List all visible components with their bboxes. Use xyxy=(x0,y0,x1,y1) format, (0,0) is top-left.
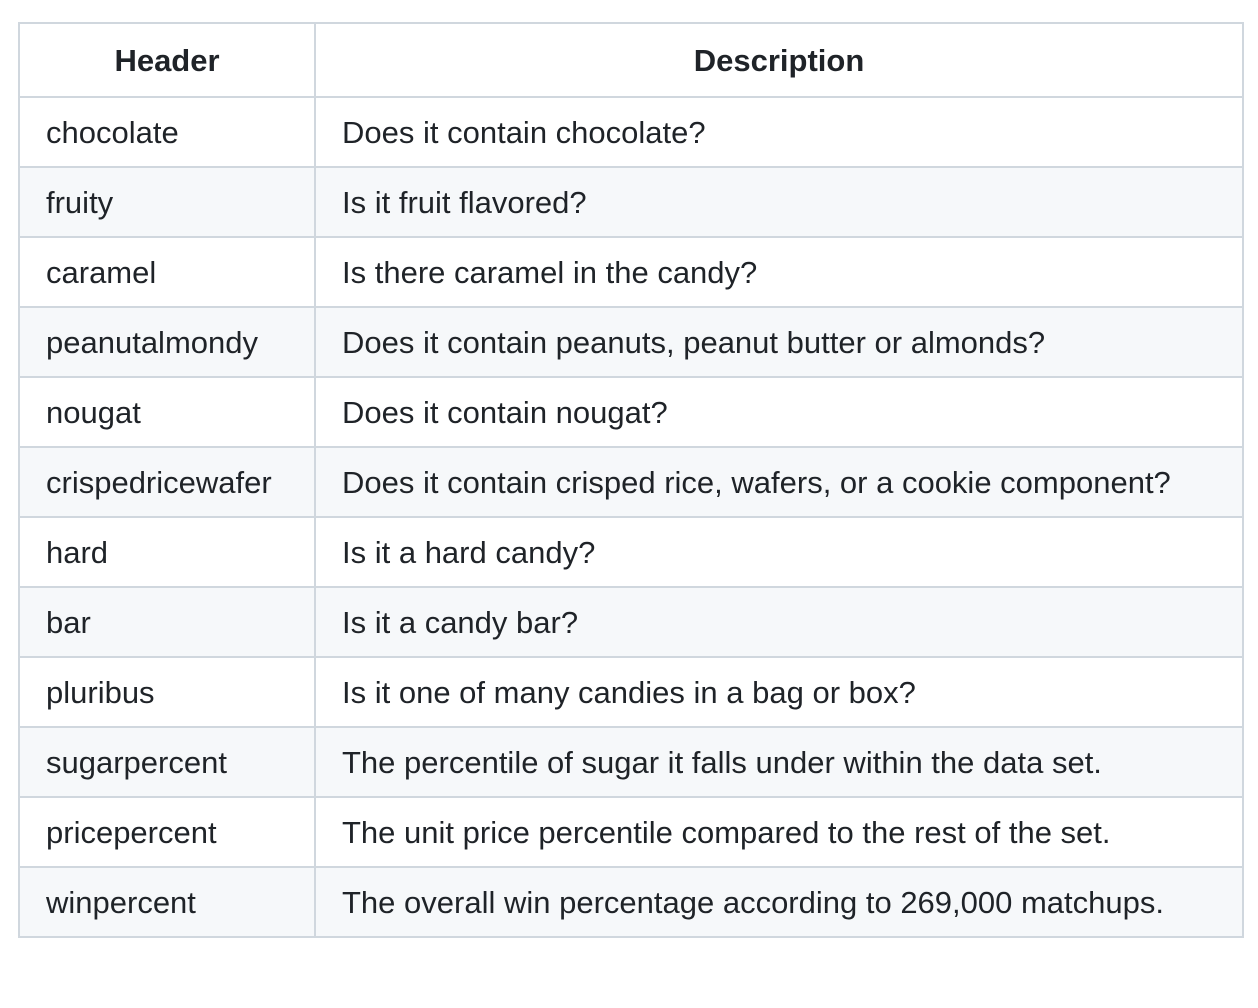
header-cell: pluribus xyxy=(18,656,316,728)
header-cell: sugarpercent xyxy=(18,726,316,798)
table-row: bar Is it a candy bar? xyxy=(18,586,1244,658)
table-head: Header Description xyxy=(18,22,1244,98)
description-cell: Is it one of many candies in a bag or bo… xyxy=(314,656,1244,728)
description-cell: Does it contain peanuts, peanut butter o… xyxy=(314,306,1244,378)
description-cell: Is it a hard candy? xyxy=(314,516,1244,588)
description-cell: The overall win percentage according to … xyxy=(314,866,1244,938)
table-row: pricepercent The unit price percentile c… xyxy=(18,796,1244,868)
table-row: fruity Is it fruit flavored? xyxy=(18,166,1244,238)
description-cell: Does it contain chocolate? xyxy=(314,96,1244,168)
header-cell: fruity xyxy=(18,166,316,238)
description-cell: The unit price percentile compared to th… xyxy=(314,796,1244,868)
header-cell: peanutalmondy xyxy=(18,306,316,378)
description-cell: The percentile of sugar it falls under w… xyxy=(314,726,1244,798)
column-header-header: Header xyxy=(18,22,316,98)
description-cell: Is it a candy bar? xyxy=(314,586,1244,658)
table-header-row: Header Description xyxy=(18,22,1244,98)
header-cell: crispedricewafer xyxy=(18,446,316,518)
description-cell: Does it contain nougat? xyxy=(314,376,1244,448)
table-container: Header Description chocolate Does it con… xyxy=(18,22,1244,938)
description-cell: Does it contain crisped rice, wafers, or… xyxy=(314,446,1244,518)
table-row: hard Is it a hard candy? xyxy=(18,516,1244,588)
table-row: caramel Is there caramel in the candy? xyxy=(18,236,1244,308)
header-cell: chocolate xyxy=(18,96,316,168)
header-cell: bar xyxy=(18,586,316,658)
column-header-description: Description xyxy=(314,22,1244,98)
table-row: crispedricewafer Does it contain crisped… xyxy=(18,446,1244,518)
table-row: peanutalmondy Does it contain peanuts, p… xyxy=(18,306,1244,378)
table-row: winpercent The overall win percentage ac… xyxy=(18,866,1244,938)
table-row: sugarpercent The percentile of sugar it … xyxy=(18,726,1244,798)
header-cell: nougat xyxy=(18,376,316,448)
table-body: chocolate Does it contain chocolate? fru… xyxy=(18,96,1244,938)
table-row: pluribus Is it one of many candies in a … xyxy=(18,656,1244,728)
table-row: chocolate Does it contain chocolate? xyxy=(18,96,1244,168)
data-dictionary-table: Header Description chocolate Does it con… xyxy=(18,22,1244,938)
header-cell: caramel xyxy=(18,236,316,308)
table-row: nougat Does it contain nougat? xyxy=(18,376,1244,448)
description-cell: Is it fruit flavored? xyxy=(314,166,1244,238)
header-cell: pricepercent xyxy=(18,796,316,868)
header-cell: winpercent xyxy=(18,866,316,938)
header-cell: hard xyxy=(18,516,316,588)
description-cell: Is there caramel in the candy? xyxy=(314,236,1244,308)
